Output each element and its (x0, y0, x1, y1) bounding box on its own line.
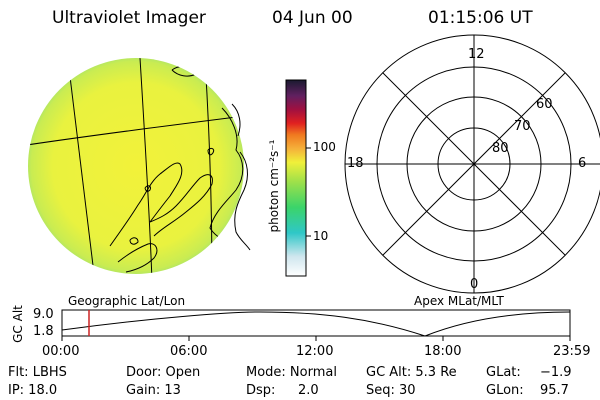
door-status: Door: Open (126, 365, 201, 380)
colorbar-tick-label: 10 (313, 229, 329, 243)
altitude-curve (61, 311, 571, 337)
dsp-status-label: Dsp: (246, 383, 276, 398)
timeline-xtick: 23:59 (553, 344, 591, 359)
dsp-status-value: 2.0 (298, 383, 319, 398)
coastline (231, 103, 241, 137)
meridian-line (67, 59, 96, 274)
polar-plot (344, 34, 600, 294)
colorbar-tick-label: 100 (313, 140, 336, 154)
mode-status: Mode: Normal (246, 365, 337, 380)
ip-status: IP: 18.0 (8, 383, 58, 398)
timeline-xtick: 12:00 (296, 344, 334, 359)
mlat-label-60: 60 (536, 97, 553, 112)
coastline (149, 174, 213, 237)
apex-title: Apex MLat/MLT (414, 294, 504, 308)
timeline-xtick: 18:00 (424, 344, 462, 359)
gc-alt-status: GC Alt: 5.3 Re (366, 365, 457, 380)
coastline (207, 147, 215, 156)
meridian-line (139, 58, 153, 274)
timeline-plot (61, 309, 571, 341)
mlat-label-80: 80 (492, 141, 509, 156)
uv-image-disc (28, 58, 251, 274)
date-label: 04 Jun 00 (272, 8, 353, 28)
timeline-xtick: 00:00 (42, 344, 80, 359)
polar-axis-diagonal (382, 72, 566, 256)
timeline-ytick-bottom: 1.8 (33, 324, 54, 339)
geographic-title: Geographic Lat/Lon (68, 294, 186, 308)
coastline (144, 185, 151, 192)
glon-status-value: 95.7 (540, 383, 569, 398)
gain-status: Gain: 13 (126, 383, 181, 398)
timeline-xtick: 06:00 (170, 344, 208, 359)
coastline (129, 237, 139, 245)
time-label: 01:15:06 UT (428, 8, 533, 28)
coastline (109, 162, 183, 247)
glat-status-value: −1.9 (540, 365, 572, 380)
timeline-ytick-top: 9.0 (33, 307, 54, 322)
mlat-label-70: 70 (514, 119, 531, 134)
mlt-label-12: 12 (468, 47, 485, 62)
mlt-label-6: 6 (578, 156, 587, 171)
timeline-ylabel: GC Alt (11, 305, 25, 343)
coastline (234, 151, 251, 251)
glon-status-label: GLon: (486, 383, 524, 398)
coastline (209, 107, 244, 247)
coastline (117, 243, 158, 273)
colorbar (285, 79, 311, 277)
glat-status-label: GLat: (486, 365, 521, 380)
mlt-label-0: 0 (470, 277, 479, 292)
filter-status: Flt: LBHS (8, 365, 67, 380)
instrument-title: Ultraviolet Imager (52, 8, 206, 28)
mlt-label-18: 18 (347, 156, 364, 171)
colorbar-unit-label: photon cm⁻²s⁻¹ (267, 139, 281, 233)
seq-status: Seq: 30 (366, 383, 416, 398)
